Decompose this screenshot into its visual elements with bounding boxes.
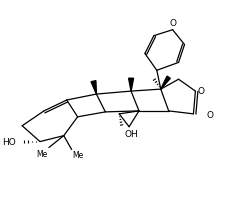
Polygon shape xyxy=(129,79,134,92)
Polygon shape xyxy=(91,81,97,95)
Text: Me: Me xyxy=(37,149,48,158)
Text: O: O xyxy=(206,111,213,120)
Text: O: O xyxy=(169,19,176,28)
Polygon shape xyxy=(161,77,170,90)
Text: HO: HO xyxy=(3,137,16,146)
Text: O: O xyxy=(197,86,204,95)
Text: Me: Me xyxy=(73,151,84,160)
Text: OH: OH xyxy=(124,129,138,138)
